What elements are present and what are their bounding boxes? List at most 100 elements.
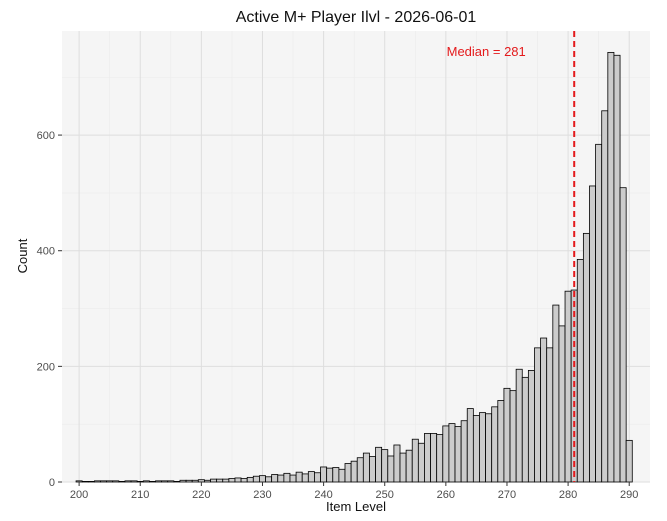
- histogram-bar: [607, 51, 615, 483]
- histogram-bar: [240, 478, 248, 483]
- histogram-bar: [576, 258, 584, 483]
- histogram-bar: [362, 452, 370, 483]
- histogram-bar: [87, 481, 95, 483]
- histogram-bar: [430, 433, 438, 483]
- histogram-bar: [228, 478, 236, 483]
- histogram-bar: [167, 480, 175, 483]
- histogram-bar: [454, 426, 462, 483]
- histogram-bar: [582, 232, 590, 483]
- histogram-bar: [75, 480, 83, 483]
- histogram-bar: [552, 304, 560, 483]
- histogram-bar: [338, 468, 346, 483]
- y-tick-label: 0: [49, 477, 55, 489]
- x-tick-label: 210: [131, 489, 149, 501]
- histogram-bar: [442, 425, 450, 483]
- x-axis-title: Item Level: [326, 499, 386, 514]
- x-tick-label: 240: [314, 489, 332, 501]
- histogram-bar: [142, 480, 150, 483]
- histogram-bar: [625, 439, 633, 483]
- histogram-bar: [289, 474, 297, 483]
- histogram-bar: [601, 110, 609, 483]
- histogram-bar: [387, 455, 395, 483]
- grid: [62, 31, 650, 483]
- median-label: Median = 281: [447, 44, 526, 59]
- histogram-bar: [161, 480, 169, 483]
- x-tick-label: 270: [498, 489, 516, 501]
- x-tick-label: 280: [559, 489, 577, 501]
- histogram-bar: [460, 420, 468, 483]
- histogram-bar: [173, 481, 181, 483]
- histogram-bar: [509, 390, 517, 483]
- x-tick-label: 200: [70, 489, 88, 501]
- histogram-bar: [515, 368, 523, 483]
- histogram-bar: [136, 481, 144, 483]
- histogram-bar: [332, 467, 340, 483]
- histogram-bar: [112, 480, 120, 483]
- histogram-bar: [466, 408, 474, 483]
- histogram-bar: [307, 471, 315, 483]
- histogram-bar: [179, 479, 187, 483]
- histogram-bar: [271, 474, 279, 483]
- histogram-bar: [191, 479, 199, 483]
- y-tick-label: 600: [37, 130, 55, 142]
- histogram-bar: [295, 471, 303, 483]
- y-tick-label: 400: [37, 246, 55, 258]
- x-tick-label: 220: [192, 489, 210, 501]
- histogram-bar: [393, 444, 401, 483]
- histogram-bar: [265, 476, 273, 483]
- histogram-bar: [503, 387, 511, 483]
- histogram-bar: [356, 457, 364, 483]
- histogram-bar: [424, 433, 431, 483]
- histogram-bar: [252, 475, 260, 483]
- histogram-bar: [259, 475, 266, 483]
- histogram-bar: [197, 479, 205, 483]
- histogram-bar: [216, 478, 224, 483]
- histogram-bar: [381, 449, 389, 483]
- histogram-bar: [448, 423, 456, 483]
- x-tick-label: 250: [376, 489, 394, 501]
- x-axis-ticks: 200 210 220 230 240 250 260 270 280 290: [70, 482, 638, 501]
- histogram-bar: [521, 376, 529, 483]
- histogram-bar: [81, 481, 89, 483]
- histogram-bar: [619, 187, 627, 483]
- histogram-bar: [534, 347, 541, 483]
- histogram-bar: [399, 452, 407, 483]
- histogram-bar: [222, 478, 230, 483]
- x-tick-label: 290: [620, 489, 638, 501]
- histogram-bar: [204, 479, 211, 483]
- histogram-bar: [411, 438, 419, 483]
- histogram-bar: [479, 412, 486, 483]
- histogram-bar: [326, 467, 334, 483]
- histogram-bar: [283, 472, 291, 483]
- histogram-bar: [93, 480, 101, 483]
- y-axis-ticks: 0 200 400 600: [37, 130, 62, 489]
- histogram-bar: [558, 325, 566, 483]
- histogram-bar: [106, 480, 114, 483]
- histogram-bar: [595, 143, 603, 483]
- histogram-bar: [375, 446, 383, 483]
- histogram-bar: [491, 406, 499, 483]
- y-axis-title: Count: [15, 238, 30, 273]
- histogram-bar: [277, 474, 285, 483]
- histogram-bar: [417, 442, 425, 483]
- histogram-bar: [185, 479, 193, 483]
- chart-title: Active M+ Player Ilvl - 2026-06-01: [236, 9, 477, 26]
- histogram-bar: [344, 463, 352, 483]
- y-tick-label: 200: [37, 361, 55, 373]
- histogram-bar: [130, 480, 138, 483]
- histogram-bar: [314, 472, 321, 483]
- histogram-bar: [100, 480, 108, 483]
- histogram-bar: [210, 478, 218, 483]
- histogram-bar: [124, 480, 132, 483]
- x-tick-label: 230: [253, 489, 271, 501]
- histogram-bar: [472, 415, 480, 483]
- histogram-bar: [246, 476, 254, 483]
- histogram-bar: [564, 290, 572, 483]
- histogram-bar: [369, 456, 376, 483]
- histogram-bar: [155, 480, 163, 483]
- histogram-bar: [149, 481, 156, 483]
- histogram-bar: [350, 460, 358, 483]
- x-tick-label: 260: [437, 489, 455, 501]
- histogram-bar: [497, 400, 505, 483]
